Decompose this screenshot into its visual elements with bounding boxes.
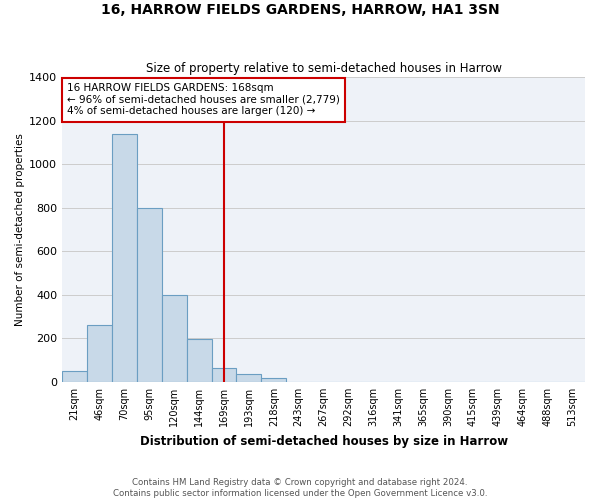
Bar (212, 368, 236, 382)
Bar (262, 378, 286, 382)
Bar (87, 326, 112, 382)
Bar (162, 295, 187, 382)
Y-axis label: Number of semi-detached properties: Number of semi-detached properties (15, 133, 25, 326)
Bar (62, 371, 87, 382)
Text: 16 HARROW FIELDS GARDENS: 168sqm
← 96% of semi-detached houses are smaller (2,77: 16 HARROW FIELDS GARDENS: 168sqm ← 96% o… (67, 83, 340, 116)
Text: Contains HM Land Registry data © Crown copyright and database right 2024.
Contai: Contains HM Land Registry data © Crown c… (113, 478, 487, 498)
Bar (187, 340, 212, 382)
Bar (112, 134, 137, 382)
Bar (236, 374, 262, 382)
Bar (137, 208, 162, 382)
Text: 16, HARROW FIELDS GARDENS, HARROW, HA1 3SN: 16, HARROW FIELDS GARDENS, HARROW, HA1 3… (101, 2, 499, 16)
X-axis label: Distribution of semi-detached houses by size in Harrow: Distribution of semi-detached houses by … (140, 434, 508, 448)
Title: Size of property relative to semi-detached houses in Harrow: Size of property relative to semi-detach… (146, 62, 502, 74)
